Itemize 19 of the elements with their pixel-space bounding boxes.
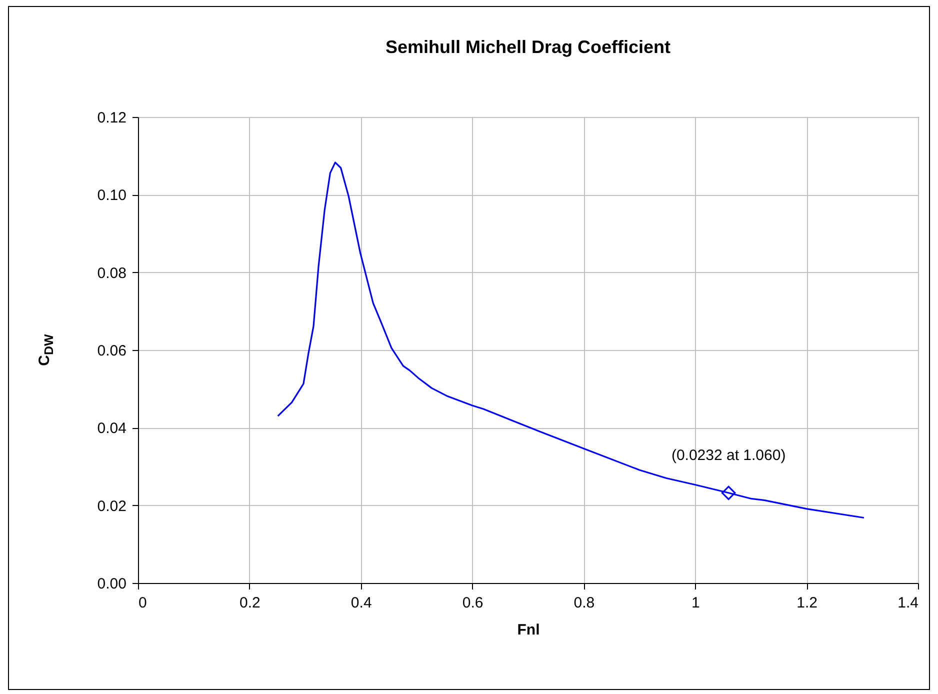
- x-tick-label: 1: [691, 594, 700, 612]
- y-tick-label: 0.00: [97, 576, 126, 592]
- y-tick-label: 0.04: [97, 420, 126, 438]
- chart-title: Semihull Michell Drag Coefficient: [385, 37, 671, 57]
- y-tick-label: 0.02: [97, 498, 126, 515]
- x-tick-label: 0.6: [462, 594, 484, 612]
- y-tick-label: 0.08: [97, 264, 126, 282]
- y-tick-label: 0.12: [97, 110, 126, 126]
- line-series: [277, 162, 865, 519]
- x-tick-label: 0.8: [574, 594, 595, 612]
- x-tick-label: 0.4: [350, 594, 372, 612]
- annotation: (0.0232 at 1.060): [671, 446, 786, 464]
- y-tick-label: 0.06: [97, 342, 126, 360]
- x-tick-label: 0: [138, 594, 147, 612]
- x-tick-label: 1.4: [898, 594, 918, 612]
- x-tick-label: 1.2: [796, 594, 818, 612]
- x-tick-label: 0.2: [240, 594, 260, 612]
- x-axis-title: Fnl: [517, 622, 540, 638]
- y-tick-label: 0.10: [97, 187, 126, 204]
